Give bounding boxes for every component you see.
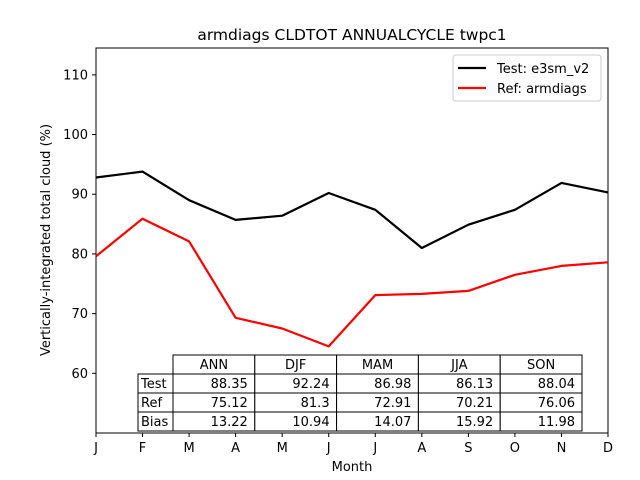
table-header-label: ANN: [200, 358, 228, 373]
chart-title: armdiags CLDTOT ANNUALCYCLE twpc1: [197, 26, 506, 44]
legend-label: Test: e3sm_v2: [496, 62, 589, 77]
y-tick-label: 70: [71, 307, 88, 322]
table-row-label: Ref: [141, 396, 162, 411]
table-cell-value: 75.12: [211, 396, 248, 411]
table-header-label: SON: [527, 358, 555, 373]
legend-label: Ref: armdiags: [497, 82, 587, 97]
x-tick-label: D: [603, 441, 613, 456]
x-tick-label: J: [326, 441, 331, 456]
x-tick-label: F: [139, 441, 146, 456]
series-line-test: [95, 170, 609, 250]
table-cell-value: 92.24: [292, 377, 329, 392]
table-cell-value: 88.35: [211, 377, 248, 392]
x-tick-label: O: [510, 441, 520, 456]
x-tick-label: N: [557, 441, 567, 456]
x-tick-label: M: [277, 441, 288, 456]
x-axis-label: Month: [332, 460, 373, 475]
table-cell-value: 14.07: [374, 415, 411, 430]
table-row-label: Test: [140, 377, 167, 392]
x-tick-label: A: [231, 441, 240, 456]
table-header-label: JJA: [450, 358, 467, 373]
y-tick-label: 110: [63, 68, 88, 83]
x-tick-label: M: [183, 441, 194, 456]
table-cell-value: 81.3: [301, 396, 330, 411]
x-tick-label: J: [93, 441, 98, 456]
table-cell-value: 76.06: [538, 396, 575, 411]
x-tick-label: J: [372, 441, 377, 456]
table-cell-value: 86.98: [374, 377, 411, 392]
legend-box: [452, 54, 602, 102]
series-line-ref: [95, 217, 609, 348]
table-row-label: Bias: [141, 415, 168, 430]
x-tick-label: S: [464, 441, 472, 456]
y-tick-label: 60: [71, 367, 88, 382]
table-cell-value: 13.22: [211, 415, 248, 430]
x-tick-label: A: [417, 441, 426, 456]
y-tick-label: 90: [71, 188, 88, 203]
y-axis-label: Vertically-integrated total cloud (%): [39, 124, 54, 356]
y-tick-label: 80: [71, 247, 88, 262]
table-header-label: DJF: [285, 358, 306, 373]
table-cell-value: 10.94: [292, 415, 329, 430]
table-cell: [499, 411, 583, 432]
table-cell-value: 88.04: [538, 377, 575, 392]
table-cell-value: 11.98: [538, 415, 575, 430]
table-cell-value: 86.13: [456, 377, 493, 392]
table-cell-value: 72.91: [374, 396, 411, 411]
table-cell-value: 15.92: [456, 415, 493, 430]
stats-table: ANN DJF MAM JJA SON Test 88.35 92.24 86.98 86.13 8…: [137, 354, 583, 432]
axes-frame: [95, 47, 609, 434]
table-header-label: MAM: [362, 358, 393, 373]
table-cell-value: 70.21: [456, 396, 493, 411]
legend: Test: e3sm_v2 Ref: armdiags: [452, 54, 602, 102]
y-tick-label: 100: [63, 128, 88, 143]
